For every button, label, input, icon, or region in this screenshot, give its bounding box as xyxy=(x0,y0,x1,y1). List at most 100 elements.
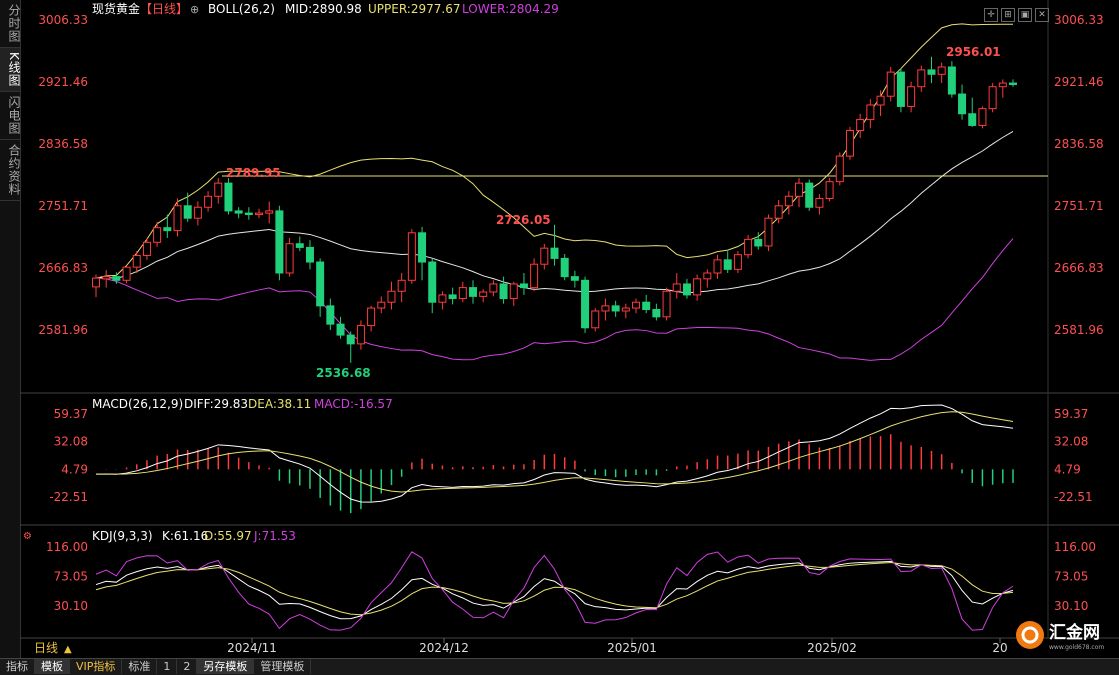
candle[interactable] xyxy=(509,283,518,300)
candle[interactable] xyxy=(132,254,141,268)
bottom-tab-3[interactable]: 标准 xyxy=(122,659,158,674)
candle[interactable] xyxy=(764,217,773,247)
candle[interactable] xyxy=(947,66,956,95)
sidebar-tab-1[interactable]: K线图 xyxy=(0,48,21,92)
candle[interactable] xyxy=(815,197,824,208)
candle[interactable] xyxy=(173,205,182,232)
crosshair-icon[interactable]: ✛ xyxy=(984,8,998,22)
kdj-indicator-label[interactable]: KDJ(9,3,3) xyxy=(92,529,153,543)
candle[interactable] xyxy=(968,113,977,126)
candle[interactable] xyxy=(835,155,844,183)
candle[interactable] xyxy=(652,309,661,318)
period-dropdown-icon[interactable]: ▲ xyxy=(64,644,72,655)
candle[interactable] xyxy=(856,119,865,132)
candle[interactable] xyxy=(377,301,386,309)
sidebar-tab-0[interactable]: 分时图 xyxy=(0,0,21,48)
candle[interactable] xyxy=(438,294,447,303)
candle[interactable] xyxy=(336,323,345,336)
candle[interactable] xyxy=(234,210,243,214)
candle[interactable] xyxy=(244,212,253,216)
candle[interactable] xyxy=(917,69,926,88)
candle[interactable] xyxy=(886,71,895,97)
candle[interactable] xyxy=(866,104,875,121)
candle[interactable] xyxy=(845,130,854,157)
candle[interactable] xyxy=(428,261,437,303)
candle[interactable] xyxy=(958,93,967,115)
candle[interactable] xyxy=(754,238,763,247)
candle[interactable] xyxy=(632,301,641,309)
candle[interactable] xyxy=(744,238,753,256)
candle[interactable] xyxy=(642,301,651,311)
candle[interactable] xyxy=(550,247,559,259)
candle[interactable] xyxy=(458,287,467,300)
candle[interactable] xyxy=(326,305,335,325)
candle[interactable] xyxy=(204,195,213,208)
candle[interactable] xyxy=(601,305,610,312)
candle[interactable] xyxy=(387,290,396,303)
candle[interactable] xyxy=(122,266,131,281)
candle[interactable] xyxy=(468,287,477,297)
candle[interactable] xyxy=(611,305,620,312)
candle[interactable] xyxy=(998,82,1007,88)
candle[interactable] xyxy=(316,261,325,307)
candle[interactable] xyxy=(723,259,732,270)
candle[interactable] xyxy=(305,246,314,263)
candle[interactable] xyxy=(530,263,539,289)
candle[interactable] xyxy=(774,205,783,219)
candle[interactable] xyxy=(163,227,172,232)
candle[interactable] xyxy=(519,283,528,289)
macd-indicator-label[interactable]: MACD(26,12,9) xyxy=(92,397,183,411)
candle[interactable] xyxy=(367,307,376,327)
candle[interactable] xyxy=(978,108,987,126)
candle[interactable] xyxy=(672,283,681,292)
candle[interactable] xyxy=(499,283,508,300)
candle[interactable] xyxy=(927,69,936,75)
candle[interactable] xyxy=(825,181,834,199)
candle[interactable] xyxy=(621,307,630,312)
candle[interactable] xyxy=(713,259,722,274)
zoom-icon[interactable]: ⊞ xyxy=(1001,8,1015,22)
maximize-icon[interactable]: ▣ xyxy=(1018,8,1032,22)
candle[interactable] xyxy=(153,227,162,243)
sidebar-tab-3[interactable]: 合约资料 xyxy=(0,140,21,201)
bottom-tab-4[interactable]: 1 xyxy=(157,659,178,674)
candle[interactable] xyxy=(784,195,793,207)
candle[interactable] xyxy=(255,212,264,216)
candle[interactable] xyxy=(662,290,671,318)
candle[interactable] xyxy=(356,325,365,345)
close-icon[interactable]: ✕ xyxy=(1035,8,1049,22)
bottom-tab-7[interactable]: 管理模板 xyxy=(254,659,312,674)
candle[interactable] xyxy=(693,278,702,296)
candle[interactable] xyxy=(479,291,488,297)
candle[interactable] xyxy=(92,277,100,288)
candle[interactable] xyxy=(407,232,416,281)
candle[interactable] xyxy=(682,283,691,296)
candle[interactable] xyxy=(988,86,997,110)
bottom-tab-1[interactable]: 模板 xyxy=(35,659,70,674)
candle[interactable] xyxy=(142,241,151,256)
candle[interactable] xyxy=(448,294,457,300)
candle[interactable] xyxy=(418,232,427,263)
candle[interactable] xyxy=(733,254,742,270)
candle[interactable] xyxy=(591,310,600,329)
period-selector[interactable]: 日线 xyxy=(34,641,58,655)
candle[interactable] xyxy=(795,182,804,197)
bottom-tab-0[interactable]: 指标 xyxy=(0,659,35,674)
candle[interactable] xyxy=(102,276,111,280)
price-chart[interactable]: 现货黄金 【日线】 ⊕ BOLL(26,2) MID:2890.98 UPPER… xyxy=(0,0,1119,658)
candle[interactable] xyxy=(193,206,202,219)
bottom-tab-6[interactable]: 另存模板 xyxy=(197,659,255,674)
candle[interactable] xyxy=(183,205,192,219)
kdj-settings-icon[interactable]: ⚙ xyxy=(23,531,32,542)
candle[interactable] xyxy=(937,66,946,75)
candle[interactable] xyxy=(703,272,712,280)
candle[interactable] xyxy=(214,182,223,197)
candle[interactable] xyxy=(489,283,498,293)
bottom-tab-5[interactable]: 2 xyxy=(177,659,198,674)
candle[interactable] xyxy=(540,247,549,265)
candle[interactable] xyxy=(285,243,294,274)
candle[interactable] xyxy=(560,257,569,278)
candle[interactable] xyxy=(907,86,916,107)
candle[interactable] xyxy=(570,276,579,281)
sidebar-tab-2[interactable]: 闪电图 xyxy=(0,92,21,140)
